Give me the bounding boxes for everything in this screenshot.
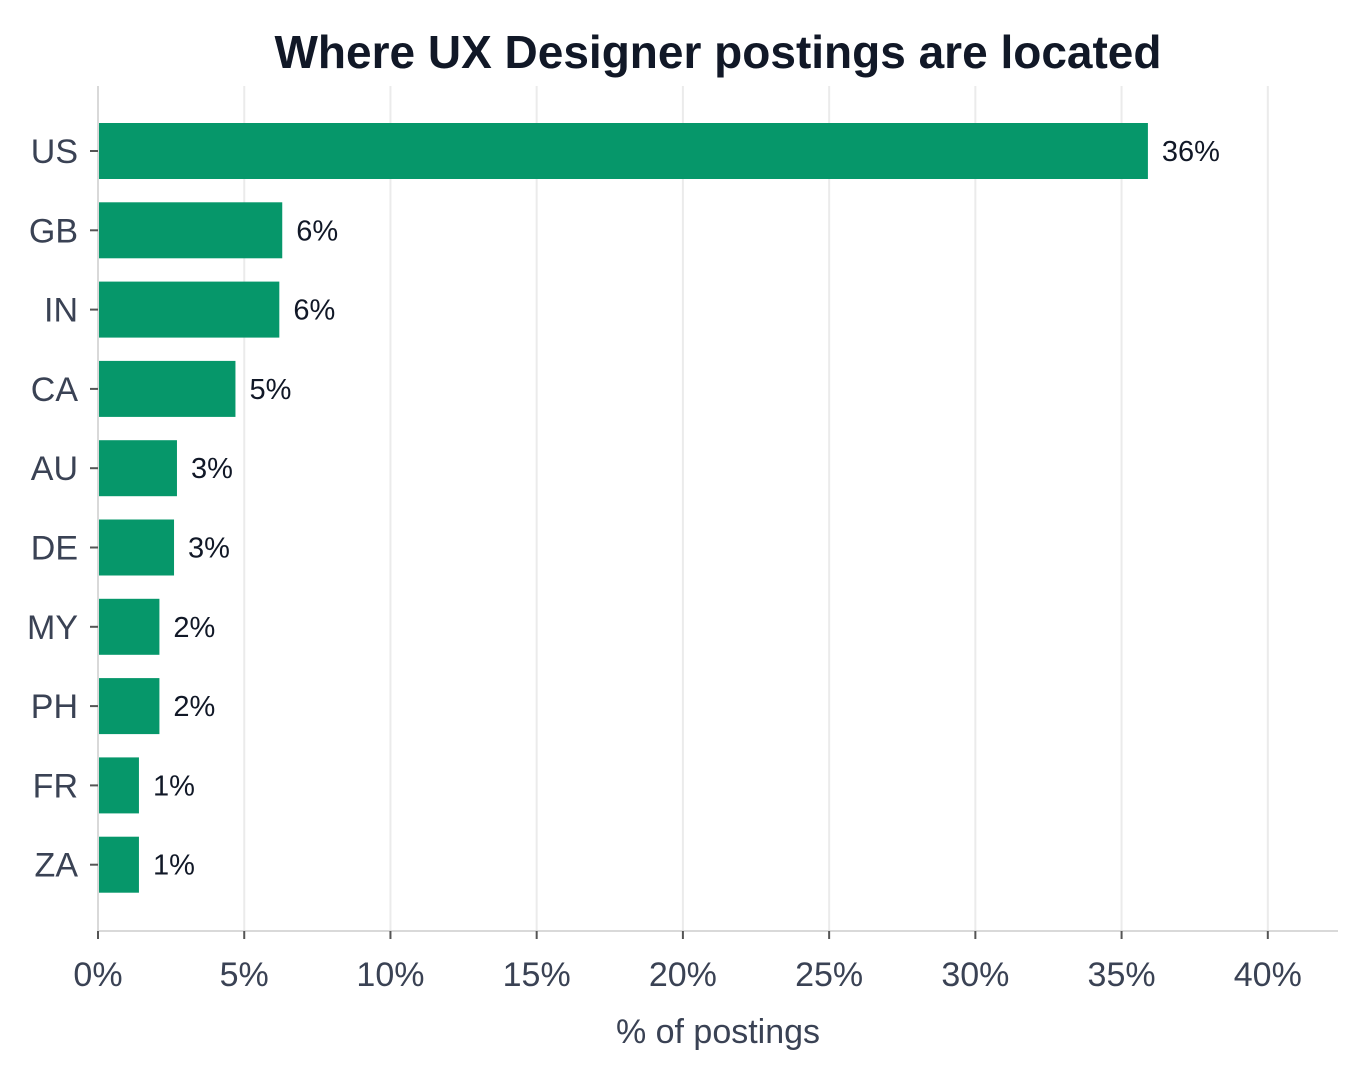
x-tick-label: 5% bbox=[220, 956, 269, 994]
category-label: CA bbox=[31, 371, 79, 409]
axes bbox=[90, 86, 1338, 939]
value-label: 2% bbox=[173, 612, 215, 644]
x-tick-label: 30% bbox=[941, 956, 1009, 994]
value-label: 3% bbox=[188, 533, 230, 565]
chart-title: Where UX Designer postings are located bbox=[274, 26, 1161, 78]
bars bbox=[99, 123, 1148, 893]
category-label: GB bbox=[29, 212, 78, 250]
bar-au bbox=[99, 440, 177, 497]
bar-in bbox=[99, 281, 280, 338]
category-label: US bbox=[31, 133, 78, 171]
category-label: ZA bbox=[35, 847, 79, 885]
category-label: IN bbox=[44, 292, 78, 330]
x-tick-label: 10% bbox=[356, 956, 424, 994]
value-label: 6% bbox=[296, 215, 338, 247]
x-tick-label: 15% bbox=[503, 956, 571, 994]
category-label: DE bbox=[31, 530, 78, 568]
x-tick-label: 35% bbox=[1088, 956, 1156, 994]
value-label: 2% bbox=[173, 691, 215, 723]
category-label: MY bbox=[27, 609, 78, 647]
labels: 0% 5% 10% 15% 20% 25% 30% 35% 40% US 36% GB 6% IN 6% CA… bbox=[27, 133, 1302, 994]
value-label: 3% bbox=[191, 453, 233, 485]
category-label: AU bbox=[31, 450, 78, 488]
value-label: 1% bbox=[153, 850, 195, 882]
x-tick-label: 40% bbox=[1234, 956, 1302, 994]
category-label: PH bbox=[31, 688, 78, 726]
x-axis-title: % of postings bbox=[616, 1013, 820, 1051]
value-label: 6% bbox=[293, 295, 335, 327]
bar-gb bbox=[99, 202, 283, 259]
category-label: FR bbox=[33, 767, 78, 805]
bar-ca bbox=[99, 360, 236, 417]
bar-ph bbox=[99, 678, 160, 735]
bar-de bbox=[99, 519, 175, 576]
bar-za bbox=[99, 836, 139, 893]
bar-us bbox=[99, 123, 1148, 179]
value-label: 36% bbox=[1162, 136, 1220, 168]
x-tick-label: 0% bbox=[73, 956, 122, 994]
bar-fr bbox=[99, 757, 139, 814]
value-label: 1% bbox=[153, 770, 195, 802]
bar-my bbox=[99, 598, 160, 655]
value-label: 5% bbox=[249, 374, 291, 406]
x-tick-label: 20% bbox=[649, 956, 717, 994]
x-tick-label: 25% bbox=[795, 956, 863, 994]
